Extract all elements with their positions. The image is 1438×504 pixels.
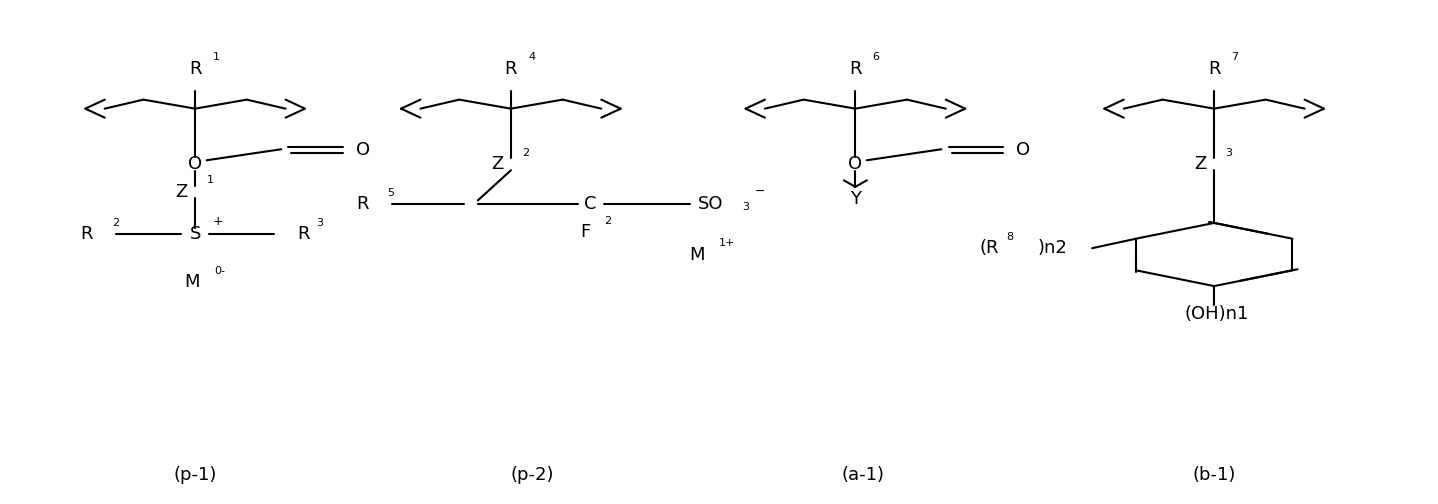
Text: (p-1): (p-1) xyxy=(174,466,217,484)
Text: Z: Z xyxy=(1195,155,1206,173)
Text: SO: SO xyxy=(697,196,723,213)
Text: (a-1): (a-1) xyxy=(841,466,884,484)
Text: 2: 2 xyxy=(604,216,611,226)
Text: +: + xyxy=(213,215,223,228)
Text: 0-: 0- xyxy=(214,266,224,276)
Text: 2: 2 xyxy=(112,218,119,228)
Text: R: R xyxy=(1208,60,1221,78)
Text: C: C xyxy=(584,196,597,213)
Text: O: O xyxy=(1017,141,1031,159)
Text: 1+: 1+ xyxy=(719,238,735,248)
Text: R: R xyxy=(505,60,518,78)
Text: )n2: )n2 xyxy=(1038,239,1067,257)
Text: Z: Z xyxy=(492,155,503,173)
Text: 8: 8 xyxy=(1007,232,1014,242)
Text: −: − xyxy=(755,185,765,198)
Text: (OH)n1: (OH)n1 xyxy=(1185,304,1250,323)
Text: S: S xyxy=(190,225,201,243)
Text: M: M xyxy=(690,245,705,264)
Text: R: R xyxy=(81,225,93,243)
Text: O: O xyxy=(848,155,863,173)
Text: 3: 3 xyxy=(742,203,749,212)
Text: R: R xyxy=(188,60,201,78)
Text: (R: (R xyxy=(979,239,999,257)
Text: 3: 3 xyxy=(316,218,322,228)
Text: R: R xyxy=(357,196,368,213)
Text: R: R xyxy=(298,225,309,243)
Text: F: F xyxy=(581,223,591,241)
Text: 7: 7 xyxy=(1231,51,1238,61)
Text: 1: 1 xyxy=(207,175,214,185)
Text: (b-1): (b-1) xyxy=(1192,466,1235,484)
Text: 2: 2 xyxy=(522,148,529,158)
Text: 5: 5 xyxy=(387,188,394,198)
Text: Z: Z xyxy=(175,183,188,201)
Text: 3: 3 xyxy=(1225,148,1232,158)
Text: (p-2): (p-2) xyxy=(510,466,554,484)
Text: 4: 4 xyxy=(528,51,535,61)
Text: R: R xyxy=(848,60,861,78)
Text: Y: Y xyxy=(850,191,861,208)
Text: O: O xyxy=(357,141,370,159)
Text: 6: 6 xyxy=(873,51,880,61)
Text: 1: 1 xyxy=(213,51,220,61)
Text: O: O xyxy=(188,155,203,173)
Text: M: M xyxy=(184,273,200,291)
